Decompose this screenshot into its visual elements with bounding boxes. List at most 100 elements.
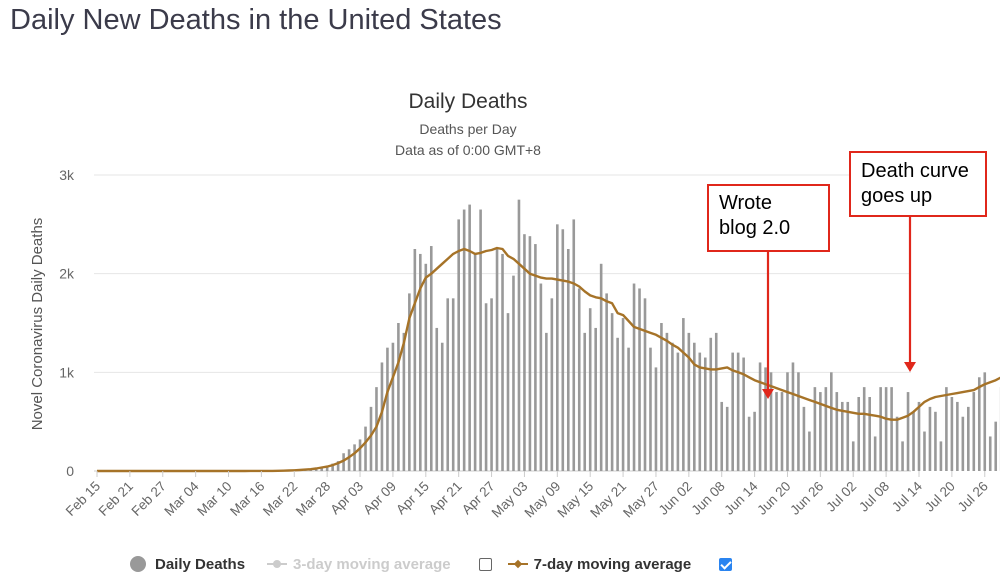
bar-daily-deaths bbox=[605, 293, 608, 471]
bar-daily-deaths bbox=[583, 332, 587, 471]
bar-daily-deaths bbox=[747, 416, 751, 471]
x-tick-label: Mar 10 bbox=[194, 479, 234, 519]
bar-daily-deaths bbox=[846, 401, 850, 471]
x-tick-label: May 09 bbox=[522, 479, 564, 521]
legend-item-daily-deaths[interactable]: Daily Deaths bbox=[130, 556, 245, 573]
bar-daily-deaths bbox=[627, 347, 630, 471]
bar-daily-deaths bbox=[358, 439, 362, 471]
x-tick-label: Jun 20 bbox=[754, 479, 793, 518]
bar-daily-deaths bbox=[490, 298, 493, 471]
callout-death-curve: Death curve goes up bbox=[849, 151, 987, 217]
legend-item-3day-average[interactable]: 3-day moving average bbox=[267, 556, 451, 573]
bar-daily-deaths bbox=[775, 392, 778, 471]
bar-daily-deaths bbox=[961, 416, 965, 471]
bar-daily-deaths bbox=[671, 342, 674, 471]
x-tick-label: Feb 27 bbox=[129, 479, 169, 519]
bar-daily-deaths bbox=[435, 327, 439, 471]
bar-daily-deaths bbox=[994, 421, 998, 471]
bar-daily-deaths bbox=[840, 401, 844, 471]
bar-daily-deaths bbox=[342, 453, 345, 471]
x-tick-label: Jul 08 bbox=[856, 479, 892, 515]
bar-daily-deaths bbox=[802, 406, 806, 471]
bar-daily-deaths bbox=[599, 263, 603, 471]
x-tick-label: Mar 22 bbox=[260, 479, 300, 519]
bar-daily-deaths bbox=[539, 283, 543, 471]
bar-daily-deaths bbox=[517, 199, 521, 471]
x-tick-label: Jun 14 bbox=[721, 478, 761, 518]
bar-daily-deaths bbox=[577, 288, 581, 471]
bar-daily-deaths bbox=[550, 298, 554, 471]
checkbox-3day-average[interactable] bbox=[478, 557, 492, 571]
bar-daily-deaths bbox=[972, 392, 976, 471]
legend-item-7day-average[interactable]: 7-day moving average bbox=[507, 556, 691, 573]
bar-daily-deaths bbox=[786, 372, 789, 471]
callout-wrote-blog-line-2: blog 2.0 bbox=[719, 217, 791, 239]
chart-legend: Daily Deaths 3-day moving average 7-day … bbox=[130, 552, 748, 576]
checkbox-7day-average[interactable] bbox=[719, 557, 733, 571]
bar-daily-deaths bbox=[473, 253, 477, 471]
bar-daily-deaths bbox=[977, 377, 981, 471]
y-axis-label: Novel Coronavirus Daily Deaths bbox=[29, 218, 46, 431]
bar-daily-deaths bbox=[610, 313, 614, 471]
bar-daily-deaths bbox=[665, 332, 669, 471]
bar-daily-deaths bbox=[824, 387, 828, 471]
bar-daily-deaths bbox=[429, 246, 433, 471]
x-tick-label: Jun 02 bbox=[656, 479, 695, 518]
bar-daily-deaths bbox=[862, 387, 866, 471]
bar-daily-deaths bbox=[556, 224, 559, 471]
x-tick-label: Feb 15 bbox=[63, 479, 103, 519]
bar-daily-deaths bbox=[901, 441, 904, 471]
bar-daily-deaths bbox=[983, 372, 987, 471]
x-tick-label: May 27 bbox=[620, 479, 662, 521]
page-title: Daily New Deaths in the United States bbox=[10, 4, 502, 36]
x-tick-label: May 03 bbox=[489, 479, 531, 521]
bar-daily-deaths bbox=[468, 204, 471, 471]
x-tick-label: May 15 bbox=[554, 479, 596, 521]
bar-daily-deaths bbox=[632, 283, 636, 471]
bar-daily-deaths bbox=[988, 436, 992, 471]
x-tick-label: Jul 14 bbox=[889, 478, 925, 514]
x-tick-label: Feb 21 bbox=[96, 479, 136, 519]
bar-daily-deaths bbox=[523, 234, 526, 471]
bar-daily-deaths bbox=[408, 293, 411, 471]
bar-daily-deaths bbox=[649, 347, 652, 471]
bar-daily-deaths bbox=[725, 406, 729, 471]
bar-daily-deaths bbox=[397, 323, 400, 471]
callout-wrote-blog: Wrote blog 2.0 bbox=[707, 184, 830, 252]
x-tick-label: Jul 20 bbox=[922, 479, 958, 515]
bar-daily-deaths bbox=[736, 352, 740, 471]
bar-daily-deaths bbox=[857, 397, 861, 471]
bar-daily-deaths bbox=[320, 467, 323, 471]
bar-daily-deaths bbox=[791, 362, 795, 471]
callout-death-curve-line-1: Death curve bbox=[861, 160, 969, 182]
x-tick-label: Apr 09 bbox=[360, 479, 399, 518]
bar-daily-deaths bbox=[714, 332, 718, 471]
bar-daily-deaths bbox=[709, 337, 713, 471]
y-tick-label: 2k bbox=[59, 266, 75, 282]
bar-daily-deaths bbox=[808, 431, 811, 471]
bar-daily-deaths bbox=[446, 298, 450, 471]
bar-daily-deaths bbox=[956, 401, 959, 471]
x-tick-label: Apr 15 bbox=[393, 479, 432, 518]
bar-daily-deaths bbox=[588, 308, 592, 471]
bar-daily-deaths bbox=[347, 449, 351, 471]
bar-daily-deaths bbox=[413, 249, 417, 471]
legend-label-daily-deaths: Daily Deaths bbox=[155, 555, 246, 573]
bar-daily-deaths bbox=[643, 298, 647, 471]
bar-daily-deaths bbox=[676, 352, 680, 471]
bar-daily-deaths bbox=[698, 352, 702, 471]
bar-daily-deaths bbox=[731, 352, 734, 471]
bar-daily-deaths bbox=[566, 249, 570, 471]
bar-daily-deaths bbox=[506, 313, 510, 471]
bar-daily-deaths bbox=[561, 229, 565, 471]
circle-marker-icon bbox=[130, 556, 146, 572]
bar-daily-deaths bbox=[462, 209, 466, 472]
bar-daily-deaths bbox=[375, 387, 378, 471]
bar-daily-deaths bbox=[424, 263, 428, 471]
bar-daily-deaths bbox=[687, 332, 691, 471]
bar-daily-deaths bbox=[386, 347, 389, 471]
bar-daily-deaths bbox=[331, 463, 334, 471]
bars-layer bbox=[249, 199, 1000, 472]
line-marker-icon bbox=[267, 558, 288, 570]
